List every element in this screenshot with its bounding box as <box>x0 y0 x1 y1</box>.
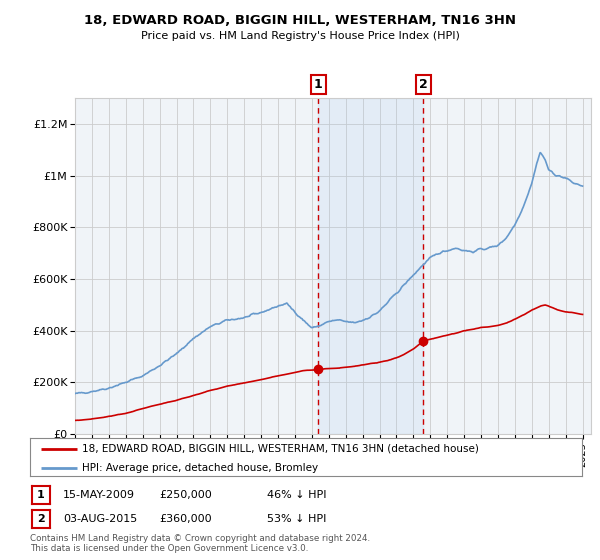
Text: 03-AUG-2015: 03-AUG-2015 <box>63 514 137 524</box>
Text: HPI: Average price, detached house, Bromley: HPI: Average price, detached house, Brom… <box>82 463 319 473</box>
Text: 2: 2 <box>37 514 44 524</box>
Text: 53% ↓ HPI: 53% ↓ HPI <box>267 514 326 524</box>
Text: 18, EDWARD ROAD, BIGGIN HILL, WESTERHAM, TN16 3HN (detached house): 18, EDWARD ROAD, BIGGIN HILL, WESTERHAM,… <box>82 444 479 454</box>
Text: 2: 2 <box>419 78 428 91</box>
Bar <box>318 98 423 434</box>
Text: 18, EDWARD ROAD, BIGGIN HILL, WESTERHAM, TN16 3HN: 18, EDWARD ROAD, BIGGIN HILL, WESTERHAM,… <box>84 14 516 27</box>
Text: 46% ↓ HPI: 46% ↓ HPI <box>267 490 326 500</box>
Text: Contains HM Land Registry data © Crown copyright and database right 2024.
This d: Contains HM Land Registry data © Crown c… <box>30 534 370 553</box>
Text: Price paid vs. HM Land Registry's House Price Index (HPI): Price paid vs. HM Land Registry's House … <box>140 31 460 41</box>
Text: 15-MAY-2009: 15-MAY-2009 <box>63 490 135 500</box>
Text: 1: 1 <box>314 78 322 91</box>
Text: 1: 1 <box>37 490 44 500</box>
Text: £360,000: £360,000 <box>159 514 212 524</box>
Text: £250,000: £250,000 <box>159 490 212 500</box>
